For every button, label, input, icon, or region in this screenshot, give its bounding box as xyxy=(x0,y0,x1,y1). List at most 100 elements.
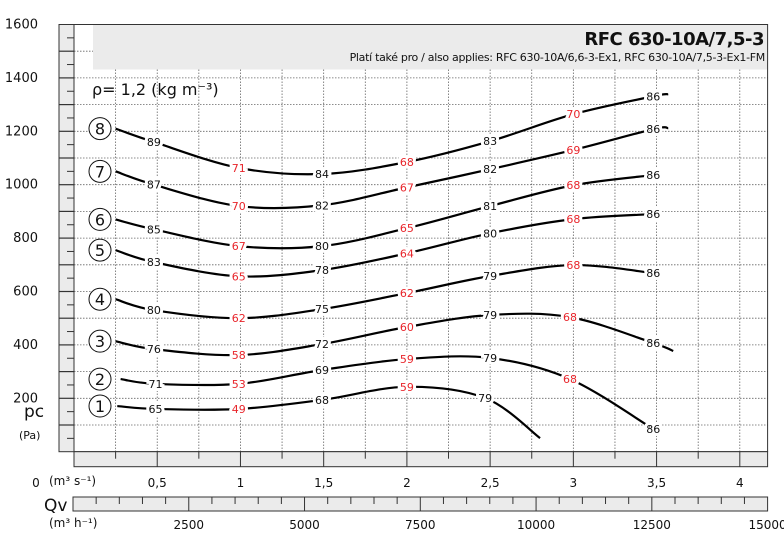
curve-value-label: 70 xyxy=(566,108,580,121)
curve-number: 1 xyxy=(95,397,105,416)
curve-value-label: 85 xyxy=(147,223,161,236)
curve-value-label: 86 xyxy=(646,208,660,221)
curve-value-label: 60 xyxy=(400,321,414,334)
curve-number: 2 xyxy=(95,370,105,389)
x-tick-label: 0 xyxy=(32,476,40,490)
curve-value-label: 86 xyxy=(646,423,660,436)
y-tick-label: 1400 xyxy=(5,71,38,86)
curve-value-label: 83 xyxy=(483,135,497,148)
curve-value-label: 68 xyxy=(566,179,580,192)
curve-line xyxy=(115,126,669,210)
curve-value-label: 79 xyxy=(483,352,497,365)
curve-number-circle xyxy=(88,117,112,141)
curve-number-circle xyxy=(88,367,112,391)
curve-value-label: 68 xyxy=(566,213,580,226)
curve-line xyxy=(115,173,654,250)
x2-tick-label: 15000 xyxy=(749,518,784,532)
curve-value-label: 70 xyxy=(232,200,246,213)
y-tick-label: 1200 xyxy=(5,124,38,139)
curve-value-label: 69 xyxy=(566,144,580,157)
curve-value-label: 49 xyxy=(232,403,246,416)
y-tick-label: 1000 xyxy=(5,178,38,193)
curve-value-label: 65 xyxy=(232,270,246,283)
curve-number: 4 xyxy=(95,290,105,309)
curve-value-label: 71 xyxy=(149,378,163,391)
curve-value-label: 53 xyxy=(232,378,246,391)
curve-value-label: 69 xyxy=(315,364,329,377)
curve-number-circle xyxy=(88,287,112,311)
curve-value-label: 81 xyxy=(483,200,497,213)
curve-value-label: 65 xyxy=(149,403,163,416)
curve-line xyxy=(117,385,541,439)
x-tick-label: 0,5 xyxy=(148,476,167,490)
y-tick-label: 800 xyxy=(13,231,38,246)
curve-line xyxy=(115,93,669,176)
curve-value-label: 86 xyxy=(646,123,660,136)
curve-value-label: 89 xyxy=(147,136,161,149)
curve-value-label: 86 xyxy=(646,169,660,182)
x-tick-label: 3,5 xyxy=(647,476,666,490)
curve-value-label: 58 xyxy=(232,349,246,362)
x-tick-label: 2,5 xyxy=(481,476,500,490)
curve-value-label: 86 xyxy=(646,267,660,280)
curve-line xyxy=(120,355,654,430)
curve-value-label: 67 xyxy=(400,181,414,194)
curve-number: 8 xyxy=(95,120,105,139)
curve-value-label: 80 xyxy=(147,304,161,317)
curve-value-label: 65 xyxy=(400,222,414,235)
y-tick-label: 200 xyxy=(13,391,38,406)
curve-number-circle xyxy=(88,159,112,183)
y-tick-label: 400 xyxy=(13,338,38,353)
curve-value-label: 68 xyxy=(315,394,329,407)
chart-subtitle: Platí také pro / also applies: RFC 630-1… xyxy=(349,51,766,64)
curve-4: 80 62 75 62 79 68 86 4 xyxy=(88,256,663,328)
x-axis-strip xyxy=(73,451,769,468)
x-axis-unit: (m³ s⁻¹) xyxy=(49,474,97,488)
curve-value-label: 68 xyxy=(563,373,577,386)
curve-5: 83 65 78 64 80 68 86 5 xyxy=(88,205,663,286)
x2-tick-label: 7500 xyxy=(405,518,436,532)
curve-value-label: 68 xyxy=(563,311,577,324)
curve-value-label: 86 xyxy=(646,337,660,350)
curve-number-circle xyxy=(88,238,112,262)
x-tick-label: 1 xyxy=(237,476,245,490)
curve-number-circle xyxy=(88,329,112,353)
curve-value-label: 68 xyxy=(566,259,580,272)
curve-value-label: 72 xyxy=(315,338,329,351)
curve-value-label: 83 xyxy=(147,256,161,269)
x-tick-label: 1,5 xyxy=(314,476,333,490)
y-axis-unit: (Pa) xyxy=(19,429,41,442)
curve-value-label: 87 xyxy=(147,179,161,192)
density-note: ρ= 1,2 (kg m⁻³) xyxy=(92,80,219,99)
y-tick-label: 1600 xyxy=(5,18,38,33)
curve-3: 76 58 72 60 79 68 86 3 xyxy=(88,306,674,365)
curve-value-label: 82 xyxy=(483,163,497,176)
curve-number-circle xyxy=(88,207,112,231)
x2-tick-label: 5000 xyxy=(289,518,320,532)
curve-value-label: 79 xyxy=(483,270,497,283)
curve-7: 87 70 82 67 82 69 86 7 xyxy=(88,120,669,216)
curve-value-label: 80 xyxy=(483,227,497,240)
curve-value-label: 82 xyxy=(315,199,329,212)
curve-value-label: 79 xyxy=(483,309,497,322)
curve-line xyxy=(115,263,654,320)
header-box xyxy=(93,25,768,70)
x-tick-label: 4 xyxy=(736,476,744,490)
curve-value-label: 62 xyxy=(232,312,246,325)
curve-number: 7 xyxy=(95,162,105,181)
x-tick-label: 3 xyxy=(570,476,578,490)
x2-tick-label: 10000 xyxy=(517,518,555,532)
curve-value-label: 59 xyxy=(400,381,414,394)
curve-value-label: 64 xyxy=(400,247,414,260)
x2-tick-label: 2500 xyxy=(173,518,204,532)
curve-8: 89 71 84 68 83 70 86 8 xyxy=(88,87,669,184)
x-axis-label: Qv xyxy=(44,496,68,516)
curve-value-label: 67 xyxy=(232,240,246,253)
x2-axis-unit: (m³ h⁻¹) xyxy=(49,516,98,530)
curve-value-label: 71 xyxy=(232,162,246,175)
curve-line xyxy=(115,312,674,357)
curve-value-label: 79 xyxy=(478,392,492,405)
curve-value-label: 78 xyxy=(315,264,329,277)
curve-1: 65 49 68 59 79 1 xyxy=(88,378,541,439)
